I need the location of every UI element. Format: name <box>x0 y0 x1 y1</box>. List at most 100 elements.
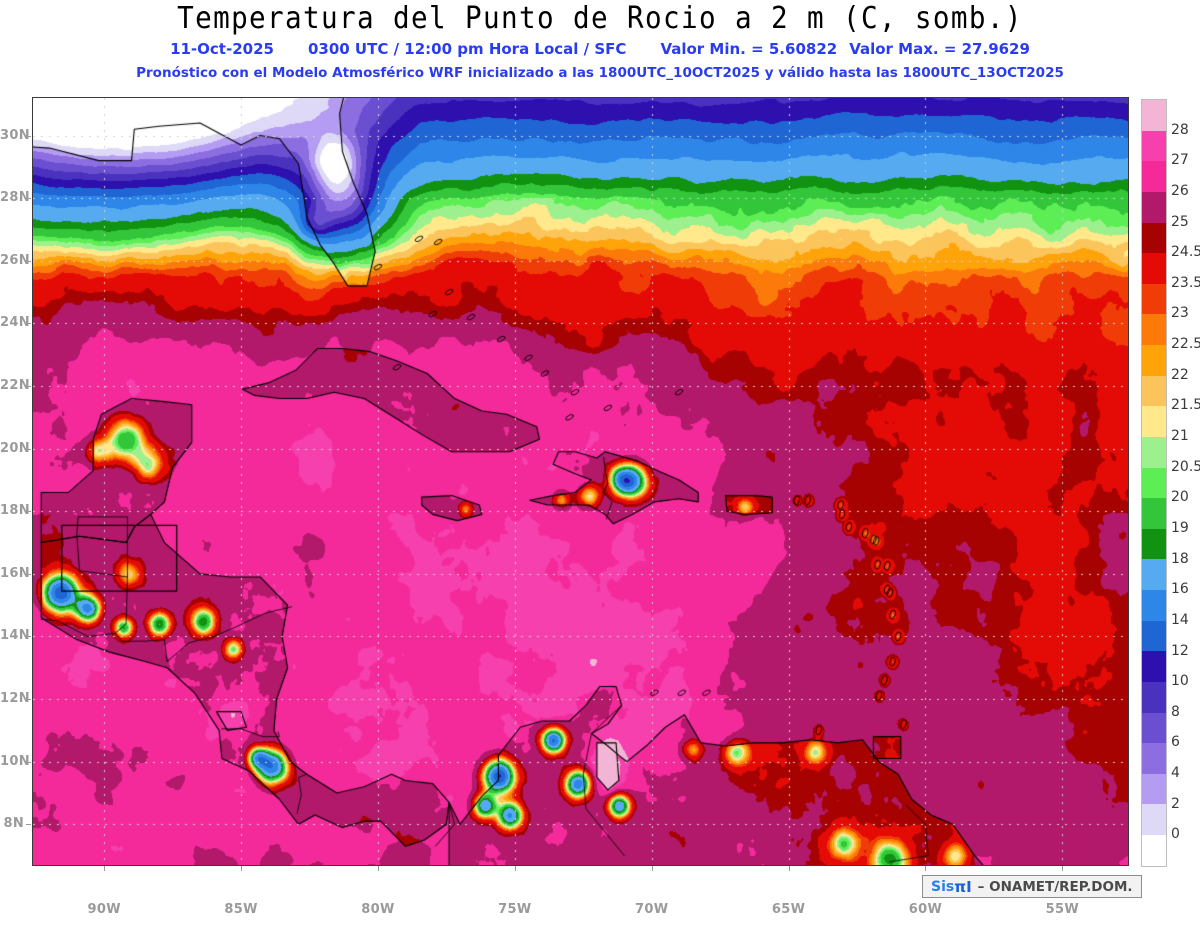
colorbar-tick-label: 0 <box>1171 826 1180 843</box>
colorbar-tick-label: 23.5 <box>1171 274 1200 291</box>
lat-tick-mark <box>26 448 31 450</box>
colorbar-tick-label: 27 <box>1171 152 1189 169</box>
lon-tick-label: 65W <box>771 902 806 917</box>
colorbar-swatch <box>1142 161 1166 192</box>
colorbar-tick-label: 22 <box>1171 366 1189 383</box>
value-max: Valor Max. = 27.9629 <box>849 40 1030 58</box>
lon-tick-label: 60W <box>908 902 943 917</box>
subtitle-line-2: Pronóstico con el Modelo Atmosférico WRF… <box>0 65 1200 81</box>
lon-tick-label: 55W <box>1045 902 1079 917</box>
lat-tick-label: 28N <box>0 190 30 206</box>
colorbar-swatch <box>1142 283 1166 315</box>
lat-tick-mark <box>26 824 31 826</box>
colorbar-tick-label: 28 <box>1171 121 1189 138</box>
colorbar-tick-label: 6 <box>1171 734 1180 751</box>
colorbar-swatch <box>1142 253 1166 284</box>
lat-tick-label: 30N <box>0 127 30 143</box>
colorbar-tick-label: 4 <box>1171 765 1180 782</box>
lat-tick-mark <box>26 636 31 638</box>
subtitle-line-1: 11-Oct-2025 0300 UTC / 12:00 pm Hora Loca… <box>0 41 1200 58</box>
value-min: Valor Min. = 5.60822 <box>660 40 838 58</box>
colorbar-tick-label: 23 <box>1171 305 1189 322</box>
colorbar-swatch <box>1142 467 1166 499</box>
brand-label: Sis <box>931 878 955 895</box>
colorbar-tick-label: 20 <box>1171 489 1189 506</box>
lat-tick-label: 22N <box>0 378 30 394</box>
colorbar-swatch <box>1142 590 1166 621</box>
chart-header: Temperatura del Punto de Rocio a 2 m (C,… <box>0 0 1200 92</box>
lat-tick-label: 8N <box>3 816 24 832</box>
colorbar-swatch <box>1142 681 1166 713</box>
lat-tick-label: 10N <box>0 753 30 769</box>
colorbar-tick-label: 20.5 <box>1171 458 1200 475</box>
page-title: Temperatura del Punto de Rocio a 2 m (C,… <box>177 1 1023 36</box>
colorbar-tick-label: 12 <box>1171 642 1189 659</box>
lat-tick-mark <box>26 198 31 200</box>
lat-tick-label: 20N <box>0 440 30 456</box>
colorbar-swatch <box>1142 804 1166 835</box>
lat-tick-mark <box>26 260 31 262</box>
colorbar <box>1141 99 1167 867</box>
colorbar-tick-label: 21 <box>1171 428 1189 445</box>
model-note: Pronóstico con el Modelo Atmosférico WRF… <box>136 65 1064 81</box>
lon-tick-label: 85W <box>224 902 258 917</box>
colorbar-tick-label: 21.5 <box>1171 397 1200 414</box>
brand-symbol-icon: πΙ <box>954 877 972 896</box>
lon-tick-mark <box>651 866 653 871</box>
credit-separator: – <box>977 878 985 895</box>
colorbar-swatch <box>1142 314 1166 345</box>
map-plot-area <box>32 97 1129 866</box>
colorbar-swatch <box>1142 191 1166 223</box>
lon-tick-mark <box>1062 866 1064 871</box>
lat-tick-label: 26N <box>0 252 30 268</box>
colorbar-swatch <box>1142 620 1166 652</box>
colorbar-swatch <box>1142 222 1166 254</box>
colorbar-tick-label: 14 <box>1171 611 1189 628</box>
colorbar-tick-label: 18 <box>1171 550 1189 567</box>
lat-tick-mark <box>26 761 31 763</box>
lon-tick-label: 90W <box>87 902 121 917</box>
colorbar-tick-label: 16 <box>1171 581 1189 598</box>
colorbar-swatch <box>1142 712 1166 744</box>
colorbar-tick-label: 2 <box>1171 795 1180 812</box>
lon-tick-label: 75W <box>498 902 532 917</box>
lat-tick-mark <box>26 511 31 513</box>
lon-tick-label: 80W <box>361 902 395 917</box>
colorbar-tick-label: 19 <box>1171 519 1189 536</box>
lon-tick-mark <box>788 866 790 871</box>
lat-tick-label: 12N <box>0 691 30 707</box>
colorbar-swatch <box>1142 130 1166 162</box>
dewpoint-field-canvas <box>33 98 1128 865</box>
lon-tick-mark <box>104 866 106 871</box>
lat-tick-label: 16N <box>0 565 30 581</box>
lat-tick-mark <box>26 386 31 388</box>
lon-tick-mark <box>514 866 516 871</box>
colorbar-swatch <box>1142 835 1166 866</box>
lat-tick-mark <box>26 135 31 137</box>
colorbar-swatch <box>1142 345 1166 376</box>
lon-tick-mark <box>377 866 379 871</box>
colorbar-tick-label: 25 <box>1171 213 1189 230</box>
colorbar-swatch <box>1142 651 1166 682</box>
colorbar-swatch <box>1142 773 1166 805</box>
colorbar-swatch <box>1142 498 1166 529</box>
lat-tick-mark <box>26 323 31 325</box>
lon-tick-mark <box>241 866 243 871</box>
colorbar-swatch <box>1142 743 1166 774</box>
colorbar-tick-label: 26 <box>1171 182 1189 199</box>
valid-time: 0300 UTC / 12:00 pm Hora Local / SFC <box>307 40 627 58</box>
lat-tick-label: 14N <box>0 628 30 644</box>
lon-tick-mark <box>925 866 927 871</box>
colorbar-tick-label: 22.5 <box>1171 336 1200 353</box>
lat-tick-mark <box>26 573 31 575</box>
colorbar-tick-label: 10 <box>1171 673 1189 690</box>
colorbar-swatch <box>1142 436 1166 468</box>
lon-tick-label: 70W <box>635 902 669 917</box>
lat-tick-label: 24N <box>0 315 30 331</box>
agency-label: – ONAMET/REP.DOM. <box>978 879 1133 895</box>
colorbar-swatch <box>1142 528 1166 560</box>
credit-agency: ONAMET/REP.DOM. <box>989 878 1133 895</box>
lat-tick-label: 18N <box>0 503 30 519</box>
colorbar-swatch <box>1142 559 1166 590</box>
colorbar-tick-label: 8 <box>1171 703 1180 720</box>
